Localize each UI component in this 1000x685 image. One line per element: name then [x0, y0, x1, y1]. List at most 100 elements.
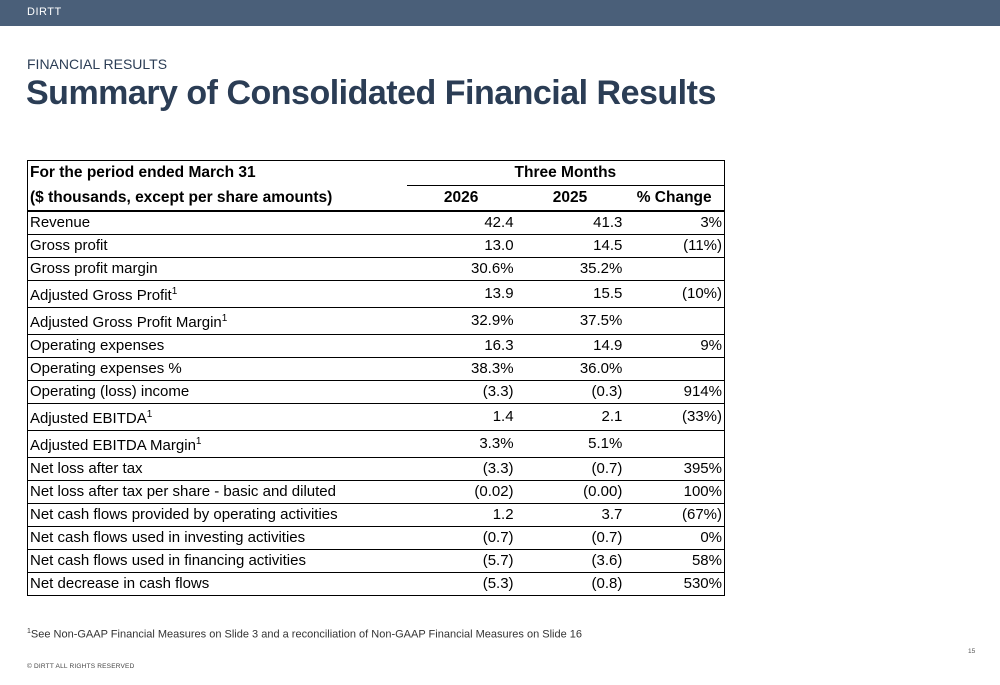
row-label: Adjusted EBITDA1: [27, 403, 407, 431]
row-label: Net loss after tax: [27, 457, 407, 481]
row-label: Gross profit margin: [27, 257, 407, 281]
row-label: Adjusted EBITDA Margin1: [27, 430, 407, 458]
value-2026: 3.3%: [406, 430, 516, 458]
percent-change: 0%: [624, 526, 725, 550]
row-label: Net cash flows used in financing activit…: [27, 549, 407, 573]
row-label-text: Net cash flows used in financing activit…: [30, 552, 306, 569]
value-2025: (0.3): [515, 380, 625, 404]
row-label: Operating (loss) income: [27, 380, 407, 404]
table-row: Adjusted Gross Profit Margin1 32.9% 37.5%: [27, 307, 725, 335]
percent-change: 3%: [624, 211, 725, 235]
value-2026: 13.9: [406, 280, 516, 308]
footnote-text: See Non-GAAP Financial Measures on Slide…: [30, 628, 583, 641]
row-label: Net cash flows provided by operating act…: [27, 503, 407, 527]
row-label-text: Adjusted Gross Profit: [30, 287, 172, 304]
row-label: Net cash flows used in investing activit…: [27, 526, 407, 550]
table-row: Operating expenses 16.3 14.9 9%: [27, 334, 725, 358]
footnote-reference: 1: [146, 409, 153, 420]
row-label: Operating expenses %: [27, 357, 407, 381]
value-2026: 38.3%: [406, 357, 516, 381]
percent-change: (67%): [624, 503, 725, 527]
table-row: Gross profit margin 30.6% 35.2%: [27, 257, 725, 281]
row-label: Adjusted Gross Profit Margin1: [27, 307, 407, 335]
percent-change: 395%: [624, 457, 725, 481]
row-label-text: Operating expenses %: [30, 360, 182, 377]
section-eyebrow: FINANCIAL RESULTS: [27, 56, 168, 72]
row-label-text: Adjusted EBITDA Margin: [30, 437, 196, 454]
value-2026: (3.3): [406, 380, 516, 404]
value-2026: (5.7): [406, 549, 516, 573]
value-2026: 13.0: [406, 234, 516, 258]
table-row: Operating expenses % 38.3% 36.0%: [27, 357, 725, 381]
table-row: Adjusted EBITDA1 1.4 2.1 (33%): [27, 403, 725, 431]
table-row: Operating (loss) income (3.3) (0.3) 914%: [27, 380, 725, 404]
value-2026: (3.3): [406, 457, 516, 481]
table-row: Net cash flows provided by operating act…: [27, 503, 725, 527]
value-2026: 16.3: [406, 334, 516, 358]
row-label-text: Net decrease in cash flows: [30, 575, 210, 592]
percent-change: 530%: [624, 572, 725, 596]
value-2025: 3.7: [515, 503, 625, 527]
row-label-text: Net loss after tax: [30, 460, 143, 477]
group-header-three-months: Three Months: [406, 160, 725, 186]
row-label-text: Operating expenses: [30, 337, 165, 354]
table-row: Net loss after tax (3.3) (0.7) 395%: [27, 457, 725, 481]
column-header-2026: 2026: [406, 185, 516, 212]
percent-change: 914%: [624, 380, 725, 404]
value-2025: 37.5%: [515, 307, 625, 335]
table-row: Revenue 42.4 41.3 3%: [27, 211, 725, 235]
period-label: For the period ended March 31: [30, 164, 256, 182]
value-2025: 15.5: [515, 280, 625, 308]
brand-label: DIRTT: [27, 6, 62, 18]
value-2026: 32.9%: [406, 307, 516, 335]
value-2026: 30.6%: [406, 257, 516, 281]
copyright-notice: © DIRTT ALL RIGHTS RESERVED: [27, 663, 135, 670]
table-header-row-period: For the period ended March 31 Three Mont…: [28, 160, 725, 186]
value-2026: (0.02): [406, 480, 516, 504]
units-label: ($ thousands, except per share amounts): [27, 185, 407, 212]
value-2025: (0.7): [515, 457, 625, 481]
top-banner: DIRTT: [0, 0, 1000, 26]
percent-change: (11%): [624, 234, 725, 258]
column-header-change: % Change: [624, 185, 725, 212]
percent-change: [624, 307, 725, 335]
value-2026: (0.7): [406, 526, 516, 550]
table-row: Net cash flows used in investing activit…: [27, 526, 725, 550]
footnote-reference: 1: [221, 313, 228, 324]
value-2026: 42.4: [406, 211, 516, 235]
value-2025: (0.8): [515, 572, 625, 596]
value-2025: (0.00): [515, 480, 625, 504]
row-label-text: Adjusted Gross Profit Margin: [30, 314, 222, 331]
table-row: Adjusted Gross Profit1 13.9 15.5 (10%): [27, 280, 725, 308]
value-2025: 14.5: [515, 234, 625, 258]
footnote-marker: 1: [27, 628, 31, 635]
table-row: Net loss after tax per share - basic and…: [27, 480, 725, 504]
row-label-text: Net cash flows used in investing activit…: [30, 529, 306, 546]
percent-change: (33%): [624, 403, 725, 431]
row-label: Adjusted Gross Profit1: [27, 280, 407, 308]
percent-change: 58%: [624, 549, 725, 573]
percent-change: (10%): [624, 280, 725, 308]
value-2025: (3.6): [515, 549, 625, 573]
table-header-row-columns: ($ thousands, except per share amounts) …: [27, 185, 725, 212]
percent-change: [624, 257, 725, 281]
page-title: Summary of Consolidated Financial Result…: [26, 74, 716, 112]
row-label-text: Gross profit margin: [30, 260, 158, 277]
row-label-text: Adjusted EBITDA: [30, 410, 147, 427]
financial-results-table: For the period ended March 31 Three Mont…: [27, 160, 725, 596]
footnote-reference: 1: [171, 286, 178, 297]
value-2025: (0.7): [515, 526, 625, 550]
page-number: 15: [968, 648, 976, 655]
table-row: Net decrease in cash flows (5.3) (0.8) 530%: [27, 572, 725, 596]
table-row: Net cash flows used in financing activit…: [27, 549, 725, 573]
table-row: Adjusted EBITDA Margin1 3.3% 5.1%: [27, 430, 725, 458]
value-2025: 2.1: [515, 403, 625, 431]
percent-change: [624, 430, 725, 458]
row-label-text: Operating (loss) income: [30, 383, 190, 400]
value-2025: 14.9: [515, 334, 625, 358]
footnote: 1See Non-GAAP Financial Measures on Slid…: [27, 628, 582, 641]
percent-change: 100%: [624, 480, 725, 504]
row-label: Revenue: [27, 211, 407, 235]
value-2026: 1.4: [406, 403, 516, 431]
value-2025: 41.3: [515, 211, 625, 235]
